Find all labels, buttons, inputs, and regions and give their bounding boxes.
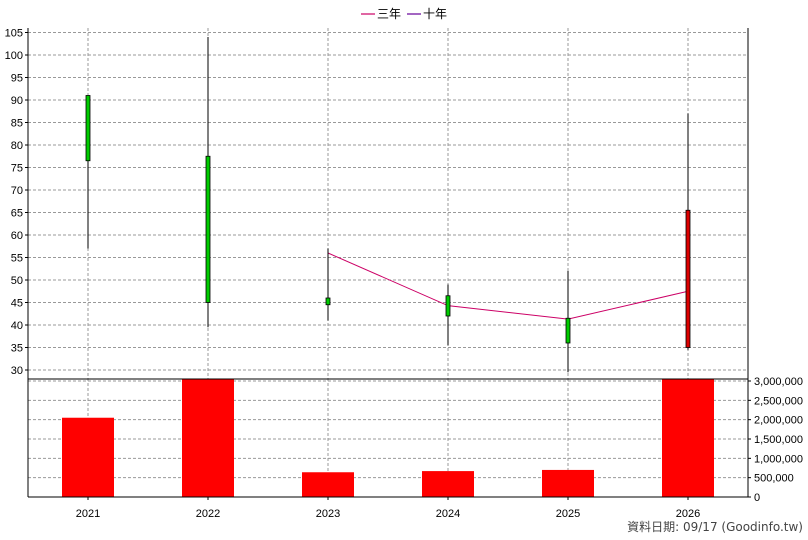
plot-frame xyxy=(27,28,749,498)
price-tick-label: 35 xyxy=(11,343,23,355)
price-tick-label: 40 xyxy=(11,320,23,332)
price-tick-label: 55 xyxy=(11,253,23,265)
x-tick-label-2026: 2026 xyxy=(676,508,700,520)
x-tick-label-2021: 2021 xyxy=(76,508,100,520)
volume-tick-label: 500,000 xyxy=(754,473,794,485)
volume-bars xyxy=(62,379,714,497)
footer-source: 資料日期: 09/17 (Goodinfo.tw) xyxy=(627,520,803,534)
volume-bar-2021 xyxy=(62,417,114,497)
price-tick-label: 80 xyxy=(11,140,23,152)
candlesticks xyxy=(85,37,691,373)
volume-bar-2024 xyxy=(422,471,474,497)
volume-bar-2025 xyxy=(542,469,594,497)
candle-body-2021 xyxy=(85,95,91,162)
moving-average-lines xyxy=(327,252,689,320)
legend-label-10y: 十年 xyxy=(423,7,447,21)
volume-tick-label: 0 xyxy=(754,492,760,504)
volume-bar-2023 xyxy=(302,472,354,497)
volume-bar-2026 xyxy=(662,379,714,497)
candle-body-2024 xyxy=(445,295,451,317)
volume-tick-label: 1,000,000 xyxy=(754,453,803,465)
price-axis-ticks: 30 35 40 45 50 55 60 65 70 75 80 85 90 95 100 105 xyxy=(5,28,28,377)
price-tick-label: 90 xyxy=(11,95,23,107)
price-tick-label: 65 xyxy=(11,208,23,220)
x-tick-label-2025: 2025 xyxy=(556,508,580,520)
volume-axis-ticks: 0 500,000 1,000,000 1,500,000 2,000,000 2,500… xyxy=(748,376,803,504)
price-tick-label: 50 xyxy=(11,275,23,287)
price-tick-label: 30 xyxy=(11,365,23,377)
price-grid xyxy=(28,28,748,497)
price-tick-label: 100 xyxy=(5,50,23,62)
price-tick-label: 60 xyxy=(11,230,23,242)
candle-body-2022 xyxy=(205,155,211,303)
volume-tick-label: 1,500,000 xyxy=(754,434,803,446)
price-tick-label: 85 xyxy=(11,118,23,130)
candle-body-2025 xyxy=(565,317,571,344)
price-tick-label: 75 xyxy=(11,163,23,175)
x-axis-ticks: 2021 2022 2023 2024 2025 2026 xyxy=(76,497,700,520)
volume-tick-label: 2,500,000 xyxy=(754,395,803,407)
volume-tick-label: 3,000,000 xyxy=(754,376,803,388)
x-tick-label-2022: 2022 xyxy=(196,508,220,520)
ma-line-0 xyxy=(327,252,689,320)
price-tick-label: 70 xyxy=(11,185,23,197)
legend: 三年 十年 xyxy=(361,7,447,21)
volume-bar-2022 xyxy=(182,379,234,497)
volume-tick-label: 2,000,000 xyxy=(754,415,803,427)
price-tick-label: 105 xyxy=(5,28,23,40)
candle-body-2026 xyxy=(685,209,691,348)
price-tick-label: 95 xyxy=(11,73,23,85)
x-tick-label-2023: 2023 xyxy=(316,508,340,520)
volume-grid xyxy=(28,380,748,479)
x-tick-label-2024: 2024 xyxy=(436,508,460,520)
price-tick-label: 45 xyxy=(11,298,23,310)
candle-body-2023 xyxy=(325,297,331,306)
legend-label-3y: 三年 xyxy=(377,7,401,21)
